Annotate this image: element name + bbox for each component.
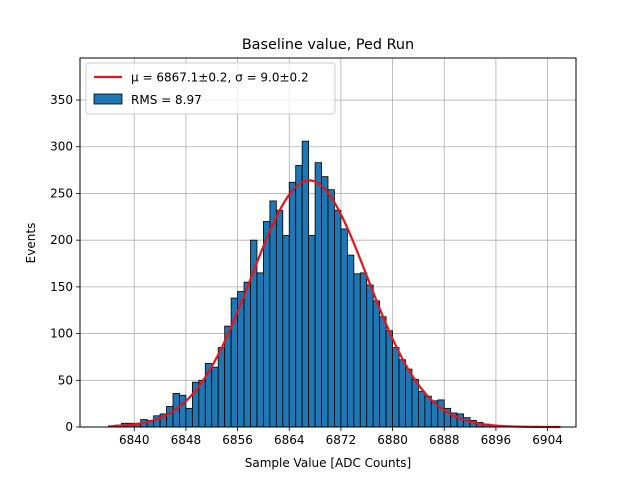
axes — [76, 57, 577, 431]
histogram-bar — [256, 272, 264, 428]
histogram-bar — [366, 284, 374, 428]
histogram-bar — [359, 272, 368, 428]
y-tick-label: 300 — [50, 140, 73, 154]
legend: μ = 6867.1±0.2, σ = 9.0±0.2 RMS = 8.97 — [85, 62, 336, 115]
histogram-bar — [185, 407, 193, 428]
x-tick-label: 6872 — [326, 433, 357, 447]
histogram-bar — [269, 200, 277, 428]
histogram-bar — [405, 368, 413, 428]
gaussian-fit — [108, 179, 561, 429]
histogram-bar — [198, 379, 206, 428]
tick-labels: 6840 6848 6856 6864 6872 6880 6888 6896 6904 0 50 1… — [50, 93, 563, 447]
histogram-bar — [327, 189, 335, 428]
legend-fit-label: μ = 6867.1±0.2, σ = 9.0±0.2 — [131, 71, 309, 85]
x-tick-label: 6904 — [532, 433, 563, 447]
x-tick-label: 6888 — [429, 433, 460, 447]
histogram-bar — [321, 176, 329, 428]
histogram-bar — [288, 181, 297, 428]
histogram-bar — [372, 300, 381, 428]
x-tick-label: 6840 — [119, 433, 150, 447]
histogram-bar — [211, 366, 219, 428]
x-tick-label: 6880 — [377, 433, 408, 447]
y-tick-label: 250 — [50, 186, 73, 200]
histogram-bar — [392, 347, 400, 428]
histogram-bar — [243, 281, 251, 428]
x-tick-label: 6896 — [481, 433, 512, 447]
histogram-bar — [314, 162, 322, 428]
histogram-bar — [385, 330, 393, 428]
y-tick-label: 100 — [50, 327, 73, 341]
histogram-bar — [437, 399, 445, 428]
x-tick-label: 6856 — [222, 433, 253, 447]
histogram-bar — [308, 235, 316, 428]
histogram-bar — [166, 406, 174, 428]
y-tick-label: 0 — [65, 420, 73, 434]
histogram-bar — [282, 235, 290, 428]
histogram-bar — [340, 228, 348, 428]
legend-rms-swatch — [93, 93, 123, 105]
y-tick-label: 350 — [50, 93, 73, 107]
histogram-bar — [275, 209, 284, 428]
axes-frame — [79, 57, 577, 428]
histogram-bar — [398, 359, 406, 428]
y-tick-label: 50 — [58, 373, 73, 387]
chart-title: Baseline value, Ped Run — [242, 37, 414, 53]
histogram-bar — [418, 391, 426, 428]
y-tick-label: 150 — [50, 280, 73, 294]
histogram-bar — [353, 273, 361, 428]
histogram-bar — [411, 378, 419, 428]
histogram-bar — [217, 347, 226, 428]
x-axis-label: Sample Value [ADC Counts] — [245, 456, 411, 470]
histogram-bar — [179, 394, 187, 428]
histogram-bar — [346, 254, 355, 428]
y-tick-label: 200 — [50, 233, 73, 247]
histogram-bar — [379, 316, 387, 428]
histogram-bar — [263, 221, 271, 428]
legend-rms-label: RMS = 8.97 — [131, 93, 202, 107]
histogram-bar — [424, 395, 432, 428]
histogram-bar — [295, 165, 303, 428]
histogram-bar — [301, 140, 310, 428]
legend-frame — [85, 62, 336, 115]
x-tick-label: 6848 — [171, 433, 202, 447]
y-axis-label: Events — [24, 223, 38, 264]
fit-curve — [108, 179, 561, 429]
histogram-bar — [334, 209, 342, 428]
x-tick-label: 6864 — [274, 433, 305, 447]
histogram-bars — [108, 140, 516, 428]
